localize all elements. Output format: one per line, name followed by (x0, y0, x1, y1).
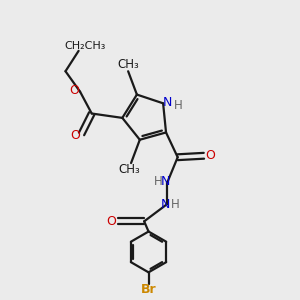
Text: O: O (70, 129, 80, 142)
Text: N: N (161, 175, 170, 188)
Text: N: N (161, 198, 170, 211)
Text: O: O (69, 84, 79, 97)
Text: CH₂CH₃: CH₂CH₃ (64, 40, 106, 51)
Text: O: O (205, 149, 215, 162)
Text: CH₃: CH₃ (119, 163, 140, 176)
Text: Br: Br (141, 283, 156, 296)
Text: CH₃: CH₃ (117, 58, 139, 71)
Text: H: H (154, 175, 163, 188)
Text: N: N (163, 96, 172, 109)
Text: O: O (106, 215, 116, 228)
Text: H: H (171, 198, 180, 211)
Text: H: H (174, 99, 183, 112)
